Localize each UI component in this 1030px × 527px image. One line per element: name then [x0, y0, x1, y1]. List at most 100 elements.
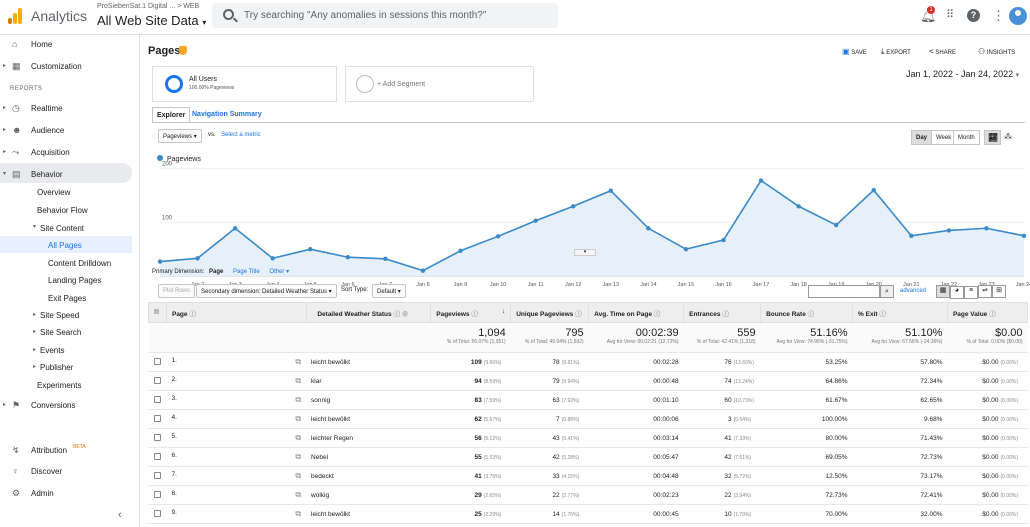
collapse-arrow-icon[interactable]: ▾	[3, 171, 7, 177]
pie-view-icon[interactable]: ◕	[950, 286, 964, 299]
table-row[interactable]: 4. ⧉ leicht bewölkt 62 (5.67%) 7 (0.88%) 00:00:…	[148, 409, 1028, 429]
more-vert-icon[interactable]: ⋮	[992, 8, 1005, 23]
save-button[interactable]: ▣ SAVE	[842, 47, 867, 56]
share-button[interactable]: < SHARE	[929, 47, 956, 56]
copy-link-icon[interactable]: ⧉	[295, 471, 302, 480]
row-checkbox[interactable]	[148, 371, 167, 391]
table-search-input[interactable]	[808, 285, 880, 298]
column-header-avg-time[interactable]: Avg. Time on Page ⓘ	[588, 302, 685, 323]
sidebar-item-conversions[interactable]: Conversions	[31, 401, 76, 410]
chart-resize-handle[interactable]: ▾	[574, 249, 596, 256]
copy-link-icon[interactable]: ⧉	[295, 395, 302, 404]
expand-arrow-icon[interactable]: ▸	[33, 312, 37, 318]
data-point[interactable]	[308, 246, 313, 252]
expand-arrow-icon[interactable]: ▸	[33, 347, 37, 353]
data-point[interactable]	[833, 222, 839, 228]
scatter-toggle-icon[interactable]: ⁂	[1001, 130, 1016, 145]
analytics-logo-icon[interactable]	[8, 8, 22, 24]
sidebar-item-acquisition[interactable]: Acquisition	[31, 148, 70, 157]
table-row[interactable]: 7. ⧉ bedeckt 41 (3.75%) 33 (4.15%) 00:04:48 32 (5…	[148, 466, 1028, 486]
sidebar-item-site-content[interactable]: Site Content	[40, 224, 85, 233]
data-point[interactable]	[571, 204, 576, 209]
row-checkbox[interactable]	[148, 428, 167, 448]
row-checkbox[interactable]	[148, 466, 167, 486]
dimension-page-title[interactable]: Page Title	[233, 269, 260, 275]
sidebar-item-attribution[interactable]: Attribution	[31, 446, 68, 455]
copy-link-icon[interactable]: ⧉	[295, 452, 302, 461]
sidebar-item-experiments[interactable]: Experiments	[37, 381, 82, 390]
data-point[interactable]	[608, 188, 613, 193]
column-header-weather[interactable]: Detailed Weather Status ⓘ ⊗	[305, 302, 432, 323]
copy-link-icon[interactable]: ⧉	[295, 433, 302, 442]
pivot-view-icon[interactable]: ⊞	[992, 285, 1006, 298]
sidebar-item-site-search[interactable]: Site Search	[40, 328, 82, 337]
copy-link-icon[interactable]: ⧉	[295, 376, 302, 385]
table-row[interactable]: 5. ⧉ leichter Regen 56 (5.12%) 43 (5.41%) 00:03…	[148, 428, 1028, 448]
copy-link-icon[interactable]: ⧉	[295, 490, 302, 499]
sort-type-select[interactable]: Default ▾	[372, 284, 406, 298]
remove-dimension-icon[interactable]: ⊗	[401, 310, 409, 318]
row-checkbox[interactable]	[148, 447, 167, 467]
column-header-entrances[interactable]: Entrances ⓘ	[683, 302, 762, 323]
account-path[interactable]: ProSiebenSat.1 Digital ... > WEB	[97, 3, 200, 10]
column-header-bounce-rate[interactable]: Bounce Rate ⓘ	[760, 302, 854, 323]
sidebar-item-overview[interactable]: Overview	[37, 188, 71, 197]
avatar[interactable]	[1009, 7, 1027, 25]
data-point[interactable]	[796, 204, 801, 209]
sidebar-item-home[interactable]: Home	[31, 40, 53, 49]
collapse-arrow-icon[interactable]: ▾	[33, 224, 37, 230]
data-point[interactable]	[345, 255, 351, 260]
data-point[interactable]	[270, 256, 275, 261]
data-point[interactable]	[871, 187, 876, 193]
sidebar-item-publisher[interactable]: Publisher	[40, 363, 74, 372]
row-checkbox[interactable]	[148, 352, 167, 372]
sidebar-item-discover[interactable]: Discover	[31, 467, 63, 476]
select-all-checkbox[interactable]	[148, 302, 167, 323]
sidebar-item-realtime[interactable]: Realtime	[31, 104, 63, 113]
data-point[interactable]	[157, 259, 163, 264]
search-input[interactable]: Try searching "Any anomalies in sessions…	[212, 3, 558, 28]
copy-link-icon[interactable]: ⧉	[295, 357, 302, 366]
data-point[interactable]	[984, 226, 989, 231]
table-row[interactable]: 3. ⧉ sonnig 83 (7.59%) 63 (7.92%) 00:01:10 60 (10…	[148, 390, 1028, 410]
data-point[interactable]	[721, 237, 726, 243]
sidebar-item-behavior[interactable]: Behavior	[31, 170, 63, 179]
expand-arrow-icon[interactable]: ▸	[3, 127, 7, 133]
app-title[interactable]: Analytics	[31, 8, 88, 24]
column-header-exit[interactable]: % Exit ⓘ	[852, 302, 948, 323]
table-row[interactable]: 9. ⧉ leicht bewölkt 25 (2.29%) 14 (1.76%) 00:00…	[148, 504, 1028, 524]
data-point[interactable]	[909, 233, 914, 238]
sidebar-item-events[interactable]: Events	[40, 346, 65, 355]
secondary-dimension-select[interactable]: Secondary dimension: Detailed Weather St…	[196, 284, 337, 298]
help-icon[interactable]: ?	[967, 9, 980, 22]
table-search-button[interactable]: ⌕	[880, 285, 894, 298]
expand-arrow-icon[interactable]: ▸	[3, 149, 7, 155]
table-view-icon[interactable]: ▦	[936, 285, 950, 298]
table-row[interactable]: 1. ⧉ leicht bewölkt 109 (9.96%) 78 (9.81%) 00:0…	[148, 352, 1028, 372]
apps-grid-icon[interactable]: ⠿	[946, 9, 955, 21]
sidebar-item-admin[interactable]: Admin	[31, 489, 54, 498]
sidebar-item-landing-pages[interactable]: Landing Pages	[48, 276, 102, 285]
sidebar-item-all-pages[interactable]: All Pages	[48, 241, 82, 250]
performance-view-icon[interactable]: ≡	[964, 286, 978, 299]
expand-arrow-icon[interactable]: ▸	[33, 329, 37, 335]
segment-all-users[interactable]: All Users 100.00% Pageviews	[152, 66, 337, 102]
select-metric-link[interactable]: Select a metric	[221, 132, 261, 138]
collapse-sidebar-icon[interactable]: ‹	[118, 509, 122, 521]
row-checkbox[interactable]	[148, 390, 167, 410]
table-row[interactable]: 8. ⧉ wolkig 29 (2.65%) 22 (2.77%) 00:02:23 22 (3.…	[148, 485, 1028, 505]
tab-navigation-summary[interactable]: Navigation Summary	[192, 111, 262, 118]
column-header-page-value[interactable]: Page Value ⓘ	[946, 302, 1029, 323]
column-header-page[interactable]: Page ⓘ	[165, 302, 307, 323]
month-toggle[interactable]: Month	[953, 130, 980, 145]
dimension-page[interactable]: Page	[209, 269, 224, 275]
metric-select[interactable]: Pageviews ▾	[158, 129, 202, 143]
sidebar-item-audience[interactable]: Audience	[31, 126, 65, 135]
data-point[interactable]	[495, 234, 501, 239]
row-checkbox[interactable]	[148, 504, 167, 524]
comparison-view-icon[interactable]: ⇌	[978, 285, 992, 298]
expand-arrow-icon[interactable]: ▸	[3, 402, 7, 408]
sidebar-item-behavior-flow[interactable]: Behavior Flow	[37, 206, 88, 215]
data-point[interactable]	[946, 228, 952, 233]
line-chart-toggle-icon[interactable]: 📈︎	[984, 130, 1001, 145]
